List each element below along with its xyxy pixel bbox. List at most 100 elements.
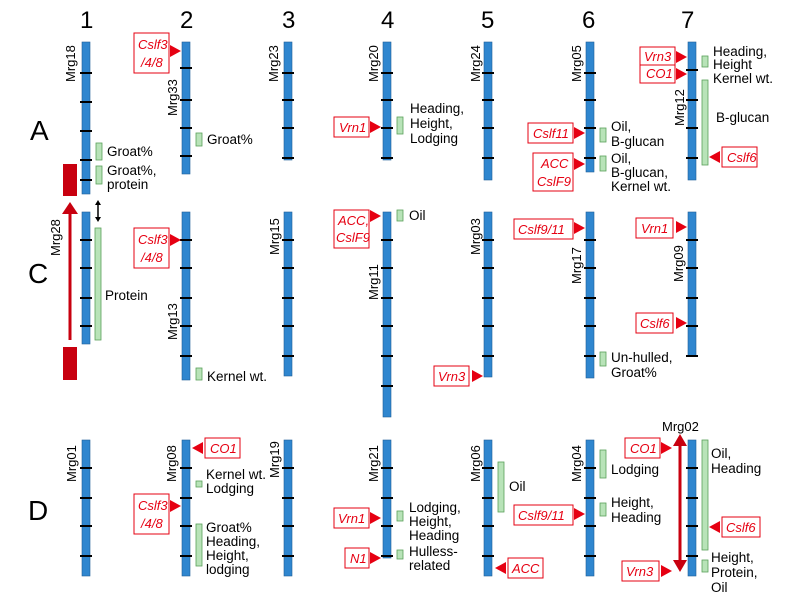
gene-label-box: [635, 217, 674, 239]
gene-marker-arrow: [192, 442, 203, 454]
trait-label: Groat%,: [107, 163, 157, 178]
trait-label: Height,: [711, 550, 754, 565]
gene-label-box: [133, 227, 170, 269]
chromosome-mrg24: Mrg24: [468, 41, 494, 181]
gene-label-box: [624, 437, 661, 459]
qtl-box: [195, 367, 203, 381]
qtl-box: [599, 449, 607, 479]
chromosome-label: Mrg13: [165, 303, 180, 340]
trait-label: Height: [713, 57, 752, 72]
qtl-box: [195, 523, 203, 567]
chromosome-label: Mrg19: [267, 441, 282, 478]
gene-label: Cslf3: [138, 498, 168, 513]
gene-label: /4/8: [140, 250, 163, 265]
gene-label: CO1: [646, 66, 673, 81]
gene-label: Cslf3: [138, 37, 168, 52]
qtl-box: [497, 461, 505, 513]
gene-label: Cslf9/11: [518, 222, 565, 237]
qtl-box: [195, 480, 203, 488]
chromosome-mrg17: Mrg17: [569, 211, 596, 379]
gene-label: Vrn3: [644, 49, 672, 64]
trait-label: Hulless-: [409, 544, 458, 559]
inversion-block: [63, 164, 77, 196]
gene-marker-arrow: [676, 317, 687, 329]
trait-label: Lodging: [611, 462, 659, 477]
gene-label-box: [333, 209, 370, 249]
chromosome-label: Mrg17: [569, 247, 584, 284]
gene-marker-arrow: [170, 234, 181, 246]
trait-label: Groat%: [207, 132, 253, 147]
trait-label: Kernel wt.: [207, 369, 267, 384]
gene-marker-arrow: [574, 222, 585, 234]
qtl-box: [195, 132, 203, 147]
trait-label: Kernel wt.: [611, 179, 671, 194]
column-number: 2: [180, 7, 193, 34]
qtl-box: [94, 227, 102, 341]
chromosome-mrg12: Mrg12: [672, 41, 698, 181]
qtl-box: [95, 142, 103, 161]
qtl-box: [599, 127, 607, 143]
qtl-box: [701, 559, 709, 573]
trait-label: Height,: [611, 495, 654, 510]
gene-label-box: [513, 218, 574, 240]
trait-label: B-glucan: [611, 134, 664, 149]
trait-label: protein: [107, 177, 148, 192]
gene-label: Cslf6: [640, 316, 670, 331]
inversion-arrowhead: [62, 202, 78, 214]
trait-label: Oil,: [711, 446, 731, 461]
trait-label: Heading,: [713, 44, 767, 59]
chromosome-label: Mrg12: [672, 89, 687, 126]
qtl-box: [396, 549, 404, 560]
gene-label-box: [721, 516, 761, 538]
chromosome-label: Mrg01: [64, 445, 79, 482]
trait-label: Protein,: [711, 565, 758, 580]
gene-label: Vrn1: [338, 511, 365, 526]
qtl-box: [701, 439, 709, 551]
gene-marker-arrow: [676, 68, 687, 80]
chromosome-label: Mrg18: [63, 45, 78, 82]
chromosome-label: Mrg15: [267, 218, 282, 255]
gene-label: N1: [350, 551, 367, 566]
gene-marker-arrow: [676, 221, 687, 233]
gene-label-box: [721, 146, 758, 168]
gene-label: Cslf6: [727, 150, 757, 165]
gene-marker-arrow: [170, 500, 181, 512]
gene-marker-arrow: [676, 51, 687, 63]
inversion-arrowhead: [673, 434, 687, 446]
gene-label: Vrn1: [339, 120, 366, 135]
gene-label: ACC,: [337, 213, 369, 228]
trait-label: Lodging,: [409, 500, 461, 515]
gene-label: CslF9: [537, 174, 571, 189]
chromosome-label: Mrg21: [366, 445, 381, 482]
trait-label: Oil,: [611, 119, 631, 134]
gene-label: Vrn1: [641, 221, 668, 236]
chromosome-mrg13: Mrg13: [165, 211, 192, 381]
trait-label: Kernel wt.: [206, 467, 266, 482]
gene-marker-arrow: [661, 565, 672, 577]
gene-label-box: [635, 312, 674, 334]
gene-label-box: [433, 365, 470, 387]
chromosome-label: Mrg06: [468, 445, 483, 482]
gene-marker-arrow: [370, 512, 381, 524]
gene-label-box: [621, 560, 660, 582]
gene-label: Vrn3: [438, 369, 466, 384]
chromosome-mrg23: Mrg23: [266, 41, 294, 161]
qtl-box: [396, 116, 404, 135]
gene-label-box: [133, 493, 170, 535]
chromosome-label: Mrg23: [266, 45, 281, 82]
gene-label-box: [513, 504, 574, 526]
chromosome-label: Mrg02: [662, 419, 699, 434]
gene-marker-arrow: [574, 127, 585, 139]
gene-marker-arrow: [709, 151, 720, 163]
trait-label: B-glucan,: [611, 165, 668, 180]
trait-label: Oil: [509, 479, 526, 494]
gene-label: CslF9: [336, 230, 370, 245]
column-number: 4: [381, 7, 394, 34]
trait-label: lodging: [206, 562, 250, 577]
gene-label: CO1: [210, 441, 237, 456]
chromosome-label: Mrg20: [366, 45, 381, 82]
gene-label: Vrn3: [626, 564, 654, 579]
gene-marker-arrow: [574, 508, 585, 520]
gene-label-box: [527, 122, 574, 144]
gene-label: Cslf6: [726, 520, 756, 535]
